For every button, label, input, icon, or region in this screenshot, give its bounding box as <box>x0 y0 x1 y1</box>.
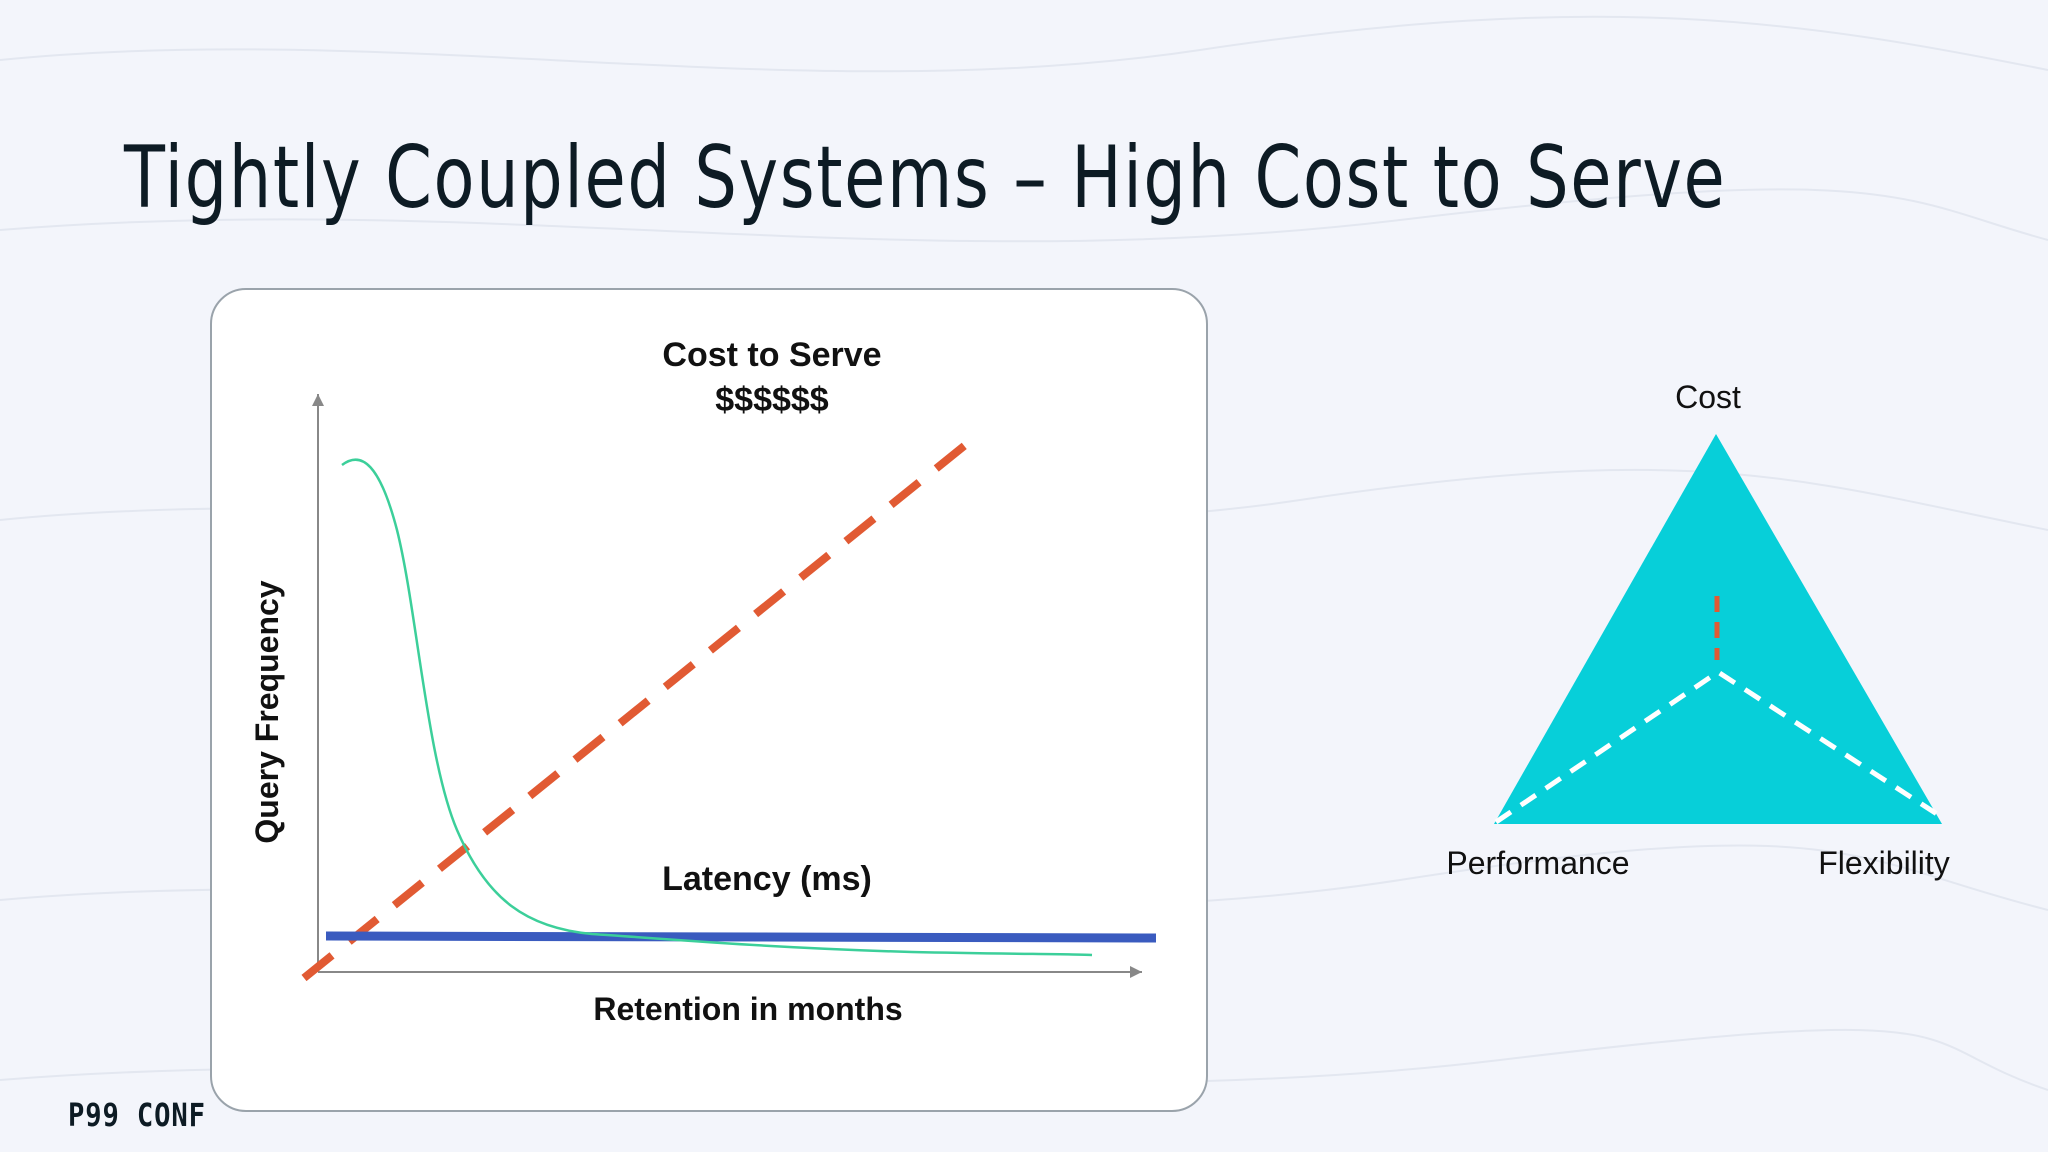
triangle-left-label: Performance <box>1446 845 1629 881</box>
retention-chart: Cost to Serve $$$$$$ Latency (ms) Retent… <box>249 336 1157 1027</box>
conference-logo: P99 CONF <box>68 1096 206 1134</box>
cost-to-serve-line <box>301 434 977 982</box>
cost-symbol-label: $$$$$$ <box>715 381 829 419</box>
cost-triangle-diagram: Cost Performance Flexibility <box>1446 379 1950 881</box>
triangle-right-label: Flexibility <box>1818 845 1950 881</box>
query-frequency-curve <box>341 458 1093 957</box>
triangle-top-label: Cost <box>1675 379 1741 415</box>
latency-line <box>325 931 1157 943</box>
x-axis-label: Retention in months <box>593 991 902 1027</box>
slide-title: Tightly Coupled Systems – High Cost to S… <box>124 128 1727 228</box>
cost-to-serve-title: Cost to Serve <box>662 336 881 374</box>
latency-label: Latency (ms) <box>662 860 872 898</box>
chart-card: Cost to Serve $$$$$$ Latency (ms) Retent… <box>210 288 1208 1112</box>
y-axis-label: Query Frequency <box>249 580 285 843</box>
